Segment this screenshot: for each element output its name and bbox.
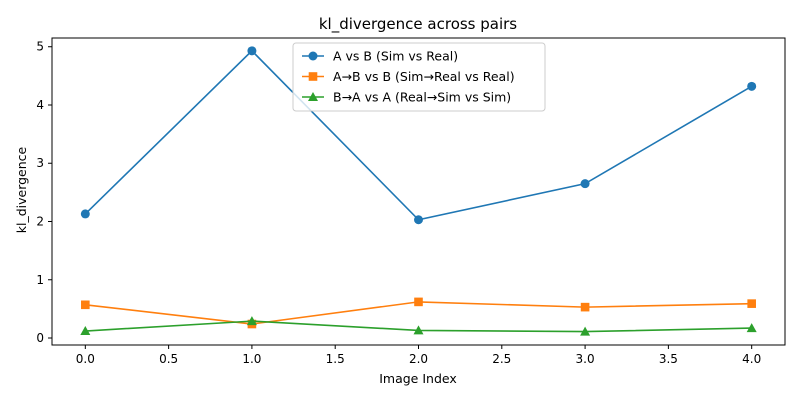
x-tick-label: 0.0 xyxy=(76,352,95,366)
series-1 xyxy=(80,46,757,225)
y-tick-label: 1 xyxy=(36,273,44,287)
legend-label: A→B vs B (Sim→Real vs Real) xyxy=(333,69,515,84)
x-axis: 0.0 0.5 1.0 1.5 2.0 2.5 3.0 3.5 4.0 xyxy=(76,345,761,366)
data-point xyxy=(580,302,590,312)
data-point xyxy=(747,299,756,308)
series-layer xyxy=(80,46,757,336)
y-axis: 0 1 2 3 4 5 xyxy=(36,40,52,345)
x-axis-label: Image Index xyxy=(379,371,457,386)
series-3 xyxy=(80,316,757,336)
data-point xyxy=(580,179,590,189)
data-point xyxy=(580,326,591,336)
data-point xyxy=(247,46,257,56)
y-tick-label: 4 xyxy=(36,98,44,112)
x-tick-label: 3.5 xyxy=(659,352,678,366)
legend-item: A vs B (Sim vs Real) xyxy=(302,49,458,64)
legend-label: A vs B (Sim vs Real) xyxy=(333,49,458,64)
data-point xyxy=(80,209,90,219)
data-point xyxy=(414,297,423,307)
series-2 xyxy=(81,297,756,329)
x-tick-label: 3.0 xyxy=(576,352,595,366)
x-tick-label: 0.5 xyxy=(159,352,178,366)
legend-marker xyxy=(308,72,318,81)
legend-marker xyxy=(308,51,318,61)
data-point xyxy=(246,316,257,326)
legend-item: B→A vs A (Real→Sim vs Sim) xyxy=(302,90,511,105)
x-tick-label: 2.0 xyxy=(409,352,428,366)
x-tick-label: 4.0 xyxy=(742,352,761,366)
data-point xyxy=(414,215,423,225)
legend-item: A→B vs B (Sim→Real vs Real) xyxy=(302,69,515,84)
legend-label: B→A vs A (Real→Sim vs Sim) xyxy=(333,90,511,105)
data-point xyxy=(747,81,757,91)
y-axis-label: kl_divergence xyxy=(14,146,29,233)
y-tick-label: 0 xyxy=(36,331,44,345)
y-tick-label: 3 xyxy=(36,156,44,170)
data-point xyxy=(413,325,424,335)
legend-box xyxy=(292,42,546,112)
y-tick-label: 5 xyxy=(36,40,44,54)
data-point xyxy=(746,323,757,333)
legend-marker xyxy=(308,92,318,101)
x-tick-label: 1.0 xyxy=(242,352,261,366)
chart-title: kl_divergence across pairs xyxy=(319,15,517,34)
data-point xyxy=(80,326,91,336)
x-tick-label: 1.5 xyxy=(326,352,345,366)
data-point xyxy=(81,300,90,310)
legend: A vs B (Sim vs Real) A→B vs B (Sim→Real v… xyxy=(292,42,546,112)
x-tick-label: 2.5 xyxy=(492,352,511,366)
y-tick-label: 2 xyxy=(36,215,44,229)
